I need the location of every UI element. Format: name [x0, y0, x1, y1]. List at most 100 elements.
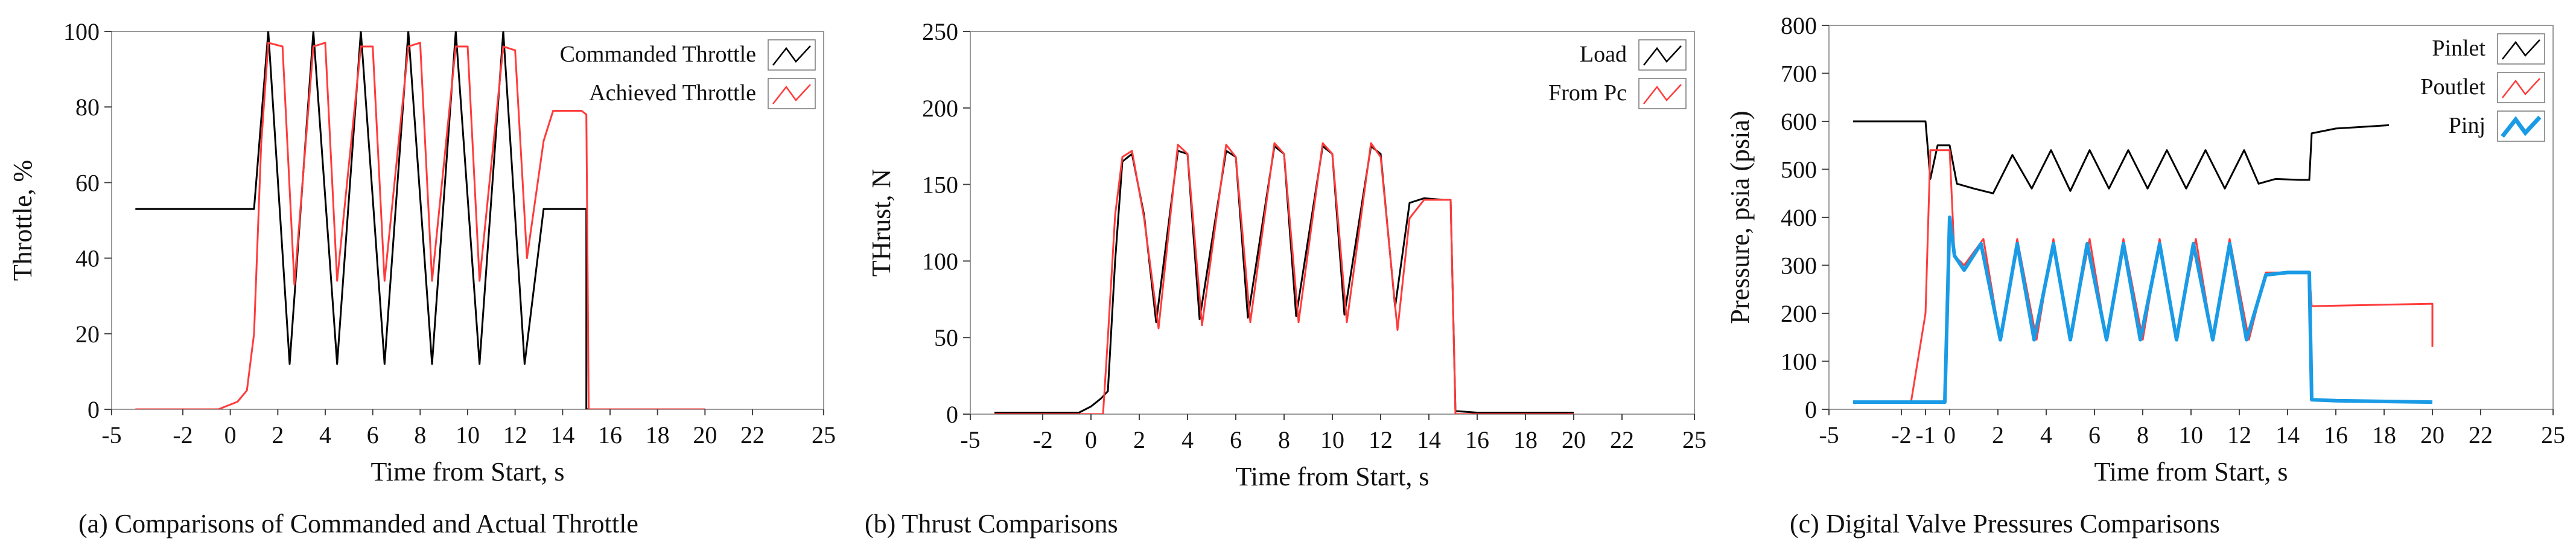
x-tick-label-b: 8: [1278, 426, 1290, 453]
x-tick-label-c: 0: [1944, 421, 1956, 449]
legend-swatch-a-1: [772, 84, 811, 104]
x-tick-label-c: 20: [2420, 421, 2444, 449]
x-tick-label-b: 20: [1562, 426, 1586, 453]
y-tick-label-b: 250: [922, 18, 958, 45]
x-tick-label-a: 16: [598, 421, 622, 449]
chart-b-caption: (b) Thrust Comparisons: [865, 509, 1118, 538]
y-tick-label-c: 100: [1781, 348, 1817, 375]
x-tick-label-a: -5: [101, 421, 121, 449]
legend-swatch-c-0: [2502, 39, 2540, 60]
x-tick-label-b: 12: [1369, 426, 1393, 453]
series-line-c-0: [1853, 120, 2390, 194]
x-axis-label-c: Time from Start, s: [2094, 457, 2288, 487]
x-tick-label-b: 2: [1133, 426, 1145, 453]
series-line-a-1: [135, 42, 705, 409]
x-tick-label-a: 22: [740, 421, 765, 449]
x-tick-label-c: 6: [2088, 421, 2101, 449]
chart-c-svg: 0 100 200 300 400 500 600 700 800 -5 -2 -1 0 2 4 6 8 10 12…: [1725, 12, 2565, 487]
x-tick-label-a: 18: [646, 421, 670, 449]
y-tick-label-b: 0: [946, 401, 958, 428]
legend-swatch-c-2: [2501, 115, 2542, 138]
x-tick-label-b: 0: [1085, 426, 1097, 453]
y-tick-label-c: 600: [1781, 108, 1817, 135]
y-tick-label-b: 150: [922, 171, 958, 199]
series-line-b-0: [994, 145, 1574, 414]
series-line-b-1: [994, 142, 1574, 414]
x-tick-label-c: 2: [1992, 421, 2004, 449]
legend-swatch-c-1: [2502, 78, 2540, 98]
legend-label-c-1: Poutlet: [2420, 74, 2485, 100]
chart-a-caption: (a) Comparisons of Commanded and Actual …: [78, 509, 638, 538]
x-tick-label-c: 8: [2137, 421, 2149, 449]
x-tick-label-a: 12: [503, 421, 527, 449]
x-tick-label-b: 22: [1610, 426, 1634, 453]
x-tick-label-b: 6: [1230, 426, 1242, 453]
x-tick-label-c: 12: [2227, 421, 2251, 449]
x-tick-label-c: 22: [2469, 421, 2493, 449]
y-axis-label-b: THrust, N: [867, 169, 896, 276]
x-tick-label-c: -2: [1891, 421, 1911, 449]
x-tick-label-c: 16: [2324, 421, 2348, 449]
x-tick-label-c: -1: [1915, 421, 1935, 449]
y-tick-label-c: 800: [1781, 12, 1817, 39]
chart-panel-c: 0 100 200 300 400 500 600 700 800 -5 -2 -1 0 2 4 6 8 10 12…: [1717, 0, 2576, 556]
y-tick-label-c: 400: [1781, 204, 1817, 231]
x-tick-label-b: -2: [1032, 426, 1052, 453]
y-tick-label-b: 100: [922, 248, 958, 275]
x-tick-label-b: 14: [1417, 426, 1441, 453]
x-tick-label-b: 16: [1465, 426, 1489, 453]
y-tick-label-c: 300: [1781, 252, 1817, 280]
x-tick-label-b: 25: [1682, 426, 1706, 453]
x-tick-label-a: 8: [414, 421, 426, 449]
series-line-a-0: [135, 31, 705, 409]
y-tick-label-a: 100: [63, 18, 100, 45]
x-tick-label-c: 10: [2179, 421, 2203, 449]
x-tick-label-a: 4: [319, 421, 331, 449]
legend-label-c-0: Pinlet: [2432, 36, 2485, 61]
y-tick-label-c: 700: [1781, 60, 1817, 88]
y-tick-label-a: 20: [75, 321, 100, 348]
x-tick-label-b: -5: [960, 426, 980, 453]
x-tick-label-a: -2: [173, 421, 192, 449]
chart-a-svg: 0 20 40 60 80 100 -5 -2 0 2 4 6 8 10 12 14 16 18 20 22 25 Tim…: [8, 18, 836, 487]
legend-label-a-1: Achieved Throttle: [589, 80, 756, 106]
series-line-c-1: [1853, 149, 2434, 403]
chart-panel-a: 0 20 40 60 80 100 -5 -2 0 2 4 6 8 10 12 14 16 18 20 22 25 Tim…: [0, 0, 859, 556]
legend-label-b-1: From Pc: [1548, 80, 1627, 106]
y-tick-label-c: 0: [1805, 396, 1817, 423]
x-tick-label-a: 6: [367, 421, 379, 449]
x-tick-label-b: 10: [1320, 426, 1344, 453]
legend-label-b-0: Load: [1580, 42, 1627, 67]
y-axis-label-a: Throttle, %: [8, 160, 37, 281]
x-tick-label-a: 14: [550, 421, 574, 449]
y-tick-label-c: 200: [1781, 300, 1817, 327]
chart-c-caption: (c) Digital Valve Pressures Comparisons: [1790, 509, 2220, 538]
x-tick-label-a: 0: [224, 421, 237, 449]
legend-label-a-0: Commanded Throttle: [560, 42, 756, 67]
y-tick-label-a: 80: [75, 94, 100, 121]
legend-swatch-b-1: [1643, 84, 1682, 104]
x-tick-label-c: 4: [2040, 421, 2052, 449]
y-tick-label-a: 40: [75, 245, 100, 272]
x-tick-label-c: 14: [2275, 421, 2300, 449]
series-line-c-2: [1853, 216, 2433, 404]
y-tick-label-a: 60: [75, 169, 100, 196]
chart-panel-b: 0 50 100 150 200 250 -5 -2 0 2 4 6 8 10 12 14 16 18 20 22 25…: [859, 0, 1717, 556]
x-axis-label-a: Time from Start, s: [370, 457, 564, 487]
y-tick-label-b: 200: [922, 95, 958, 122]
y-tick-label-b: 50: [934, 324, 958, 351]
y-axis-label-c: Pressure, psia (psia): [1725, 110, 1755, 324]
x-tick-label-b: 4: [1181, 426, 1194, 453]
x-tick-label-c: 18: [2372, 421, 2396, 449]
x-tick-label-c: 25: [2541, 421, 2565, 449]
x-tick-label-a: 10: [456, 421, 480, 449]
x-tick-label-c: -5: [1819, 421, 1839, 449]
x-tick-label-a: 2: [272, 421, 284, 449]
x-tick-label-a: 20: [693, 421, 717, 449]
y-tick-label-c: 500: [1781, 156, 1817, 184]
legend-swatch-b-0: [1643, 45, 1682, 66]
x-axis-label-b: Time from Start, s: [1235, 462, 1429, 491]
legend-label-c-2: Pinj: [2449, 113, 2485, 138]
y-tick-label-a: 0: [87, 396, 100, 423]
x-tick-label-a: 25: [812, 421, 836, 449]
